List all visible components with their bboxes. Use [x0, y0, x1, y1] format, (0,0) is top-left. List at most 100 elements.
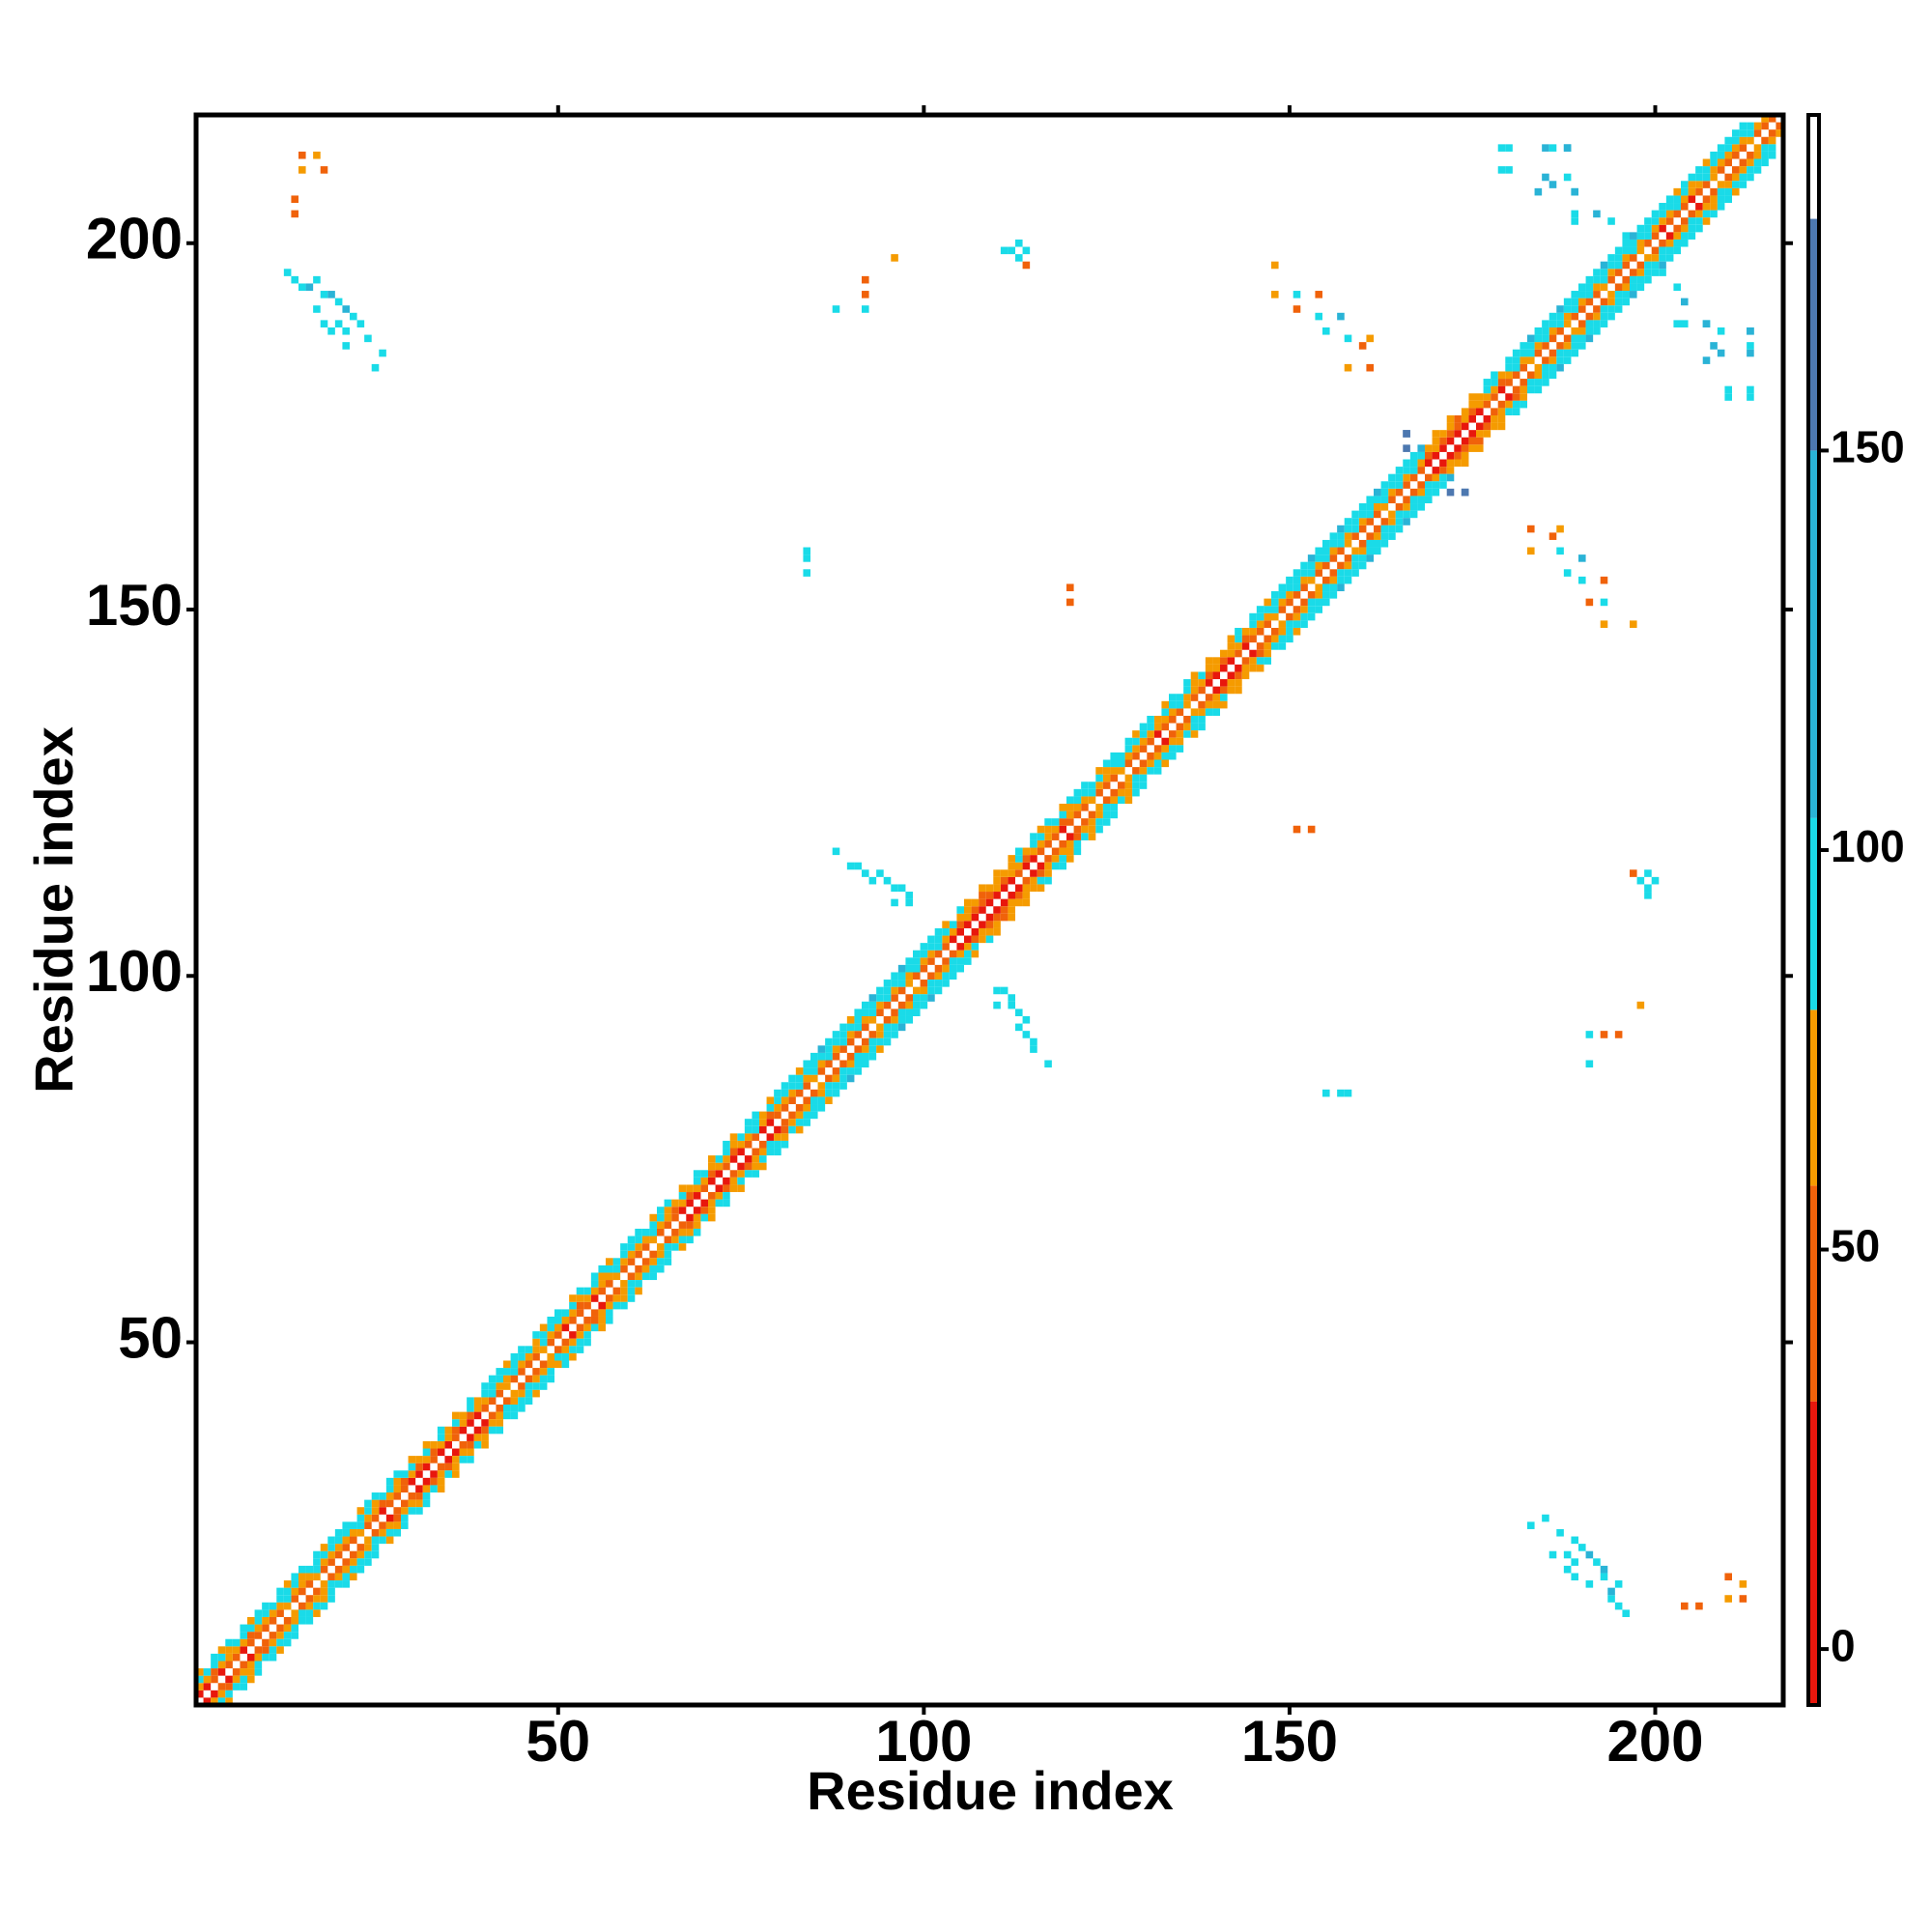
contact-cell	[1688, 195, 1696, 204]
contact-cell	[525, 1360, 533, 1369]
contact-cell	[569, 1346, 577, 1353]
contact-cell	[225, 1683, 233, 1690]
contact-cell	[964, 935, 972, 944]
contact-cell	[817, 1082, 826, 1090]
contact-cell	[1739, 144, 1747, 152]
contact-cell	[452, 1470, 460, 1478]
contact-cell	[956, 906, 964, 914]
contact-cell	[971, 950, 980, 958]
contact-cell	[1607, 305, 1615, 313]
contact-cell	[1161, 745, 1169, 753]
contact-cell	[1593, 283, 1601, 292]
contact-cell	[920, 964, 928, 973]
colorbar-tick-label: 150	[1831, 422, 1905, 472]
contact-cell	[1293, 569, 1301, 577]
contact-cell	[1505, 400, 1513, 409]
contact-cell	[488, 1411, 497, 1420]
contact-cell	[1585, 298, 1594, 306]
contact-cell	[1118, 788, 1125, 797]
contact-cell	[1278, 620, 1287, 628]
contact-cell	[1307, 554, 1316, 562]
contact-cell	[1636, 1001, 1645, 1009]
contact-cell	[1102, 781, 1111, 789]
contact-cell	[379, 1536, 386, 1545]
contact-cell	[1066, 847, 1074, 856]
contact-cell	[371, 1492, 380, 1500]
contact-cell	[846, 1074, 855, 1083]
contact-cell	[803, 1111, 810, 1120]
contact-cell	[1724, 158, 1732, 167]
contact-cell	[708, 1207, 716, 1214]
contact-cell	[1374, 496, 1381, 504]
contact-cell	[905, 1009, 913, 1016]
contact-cell	[664, 1199, 672, 1208]
contact-cell	[1066, 583, 1074, 592]
contact-cell	[1556, 342, 1564, 350]
contact-cell	[1630, 275, 1637, 284]
contact-cell	[1322, 327, 1330, 335]
contact-cell	[1432, 444, 1440, 452]
contact-cell	[1556, 312, 1564, 321]
contact-cell	[635, 1280, 642, 1288]
contact-cell	[649, 1213, 657, 1222]
contact-cell	[1307, 598, 1316, 607]
contact-cell	[1497, 385, 1506, 394]
contact-cell	[430, 1477, 438, 1486]
contact-cell	[1286, 591, 1293, 599]
contact-cell	[1600, 261, 1608, 270]
contact-cell	[1307, 569, 1316, 577]
contact-cell	[254, 1624, 263, 1633]
contact-cell	[1139, 737, 1148, 746]
contact-cell	[1747, 129, 1754, 137]
contact-cell	[1432, 437, 1440, 445]
contact-cell	[1659, 217, 1666, 225]
contact-cell	[1593, 291, 1601, 298]
contact-cell	[846, 1037, 855, 1046]
contact-cell	[1139, 781, 1148, 789]
contact-cell	[467, 1411, 474, 1420]
contact-cell	[1139, 723, 1148, 731]
contact-cell	[788, 1125, 796, 1134]
contact-cell	[320, 1558, 328, 1566]
contact-cell	[1630, 239, 1637, 247]
contact-cell	[1241, 671, 1250, 680]
contact-cell	[313, 1573, 321, 1581]
contact-cell	[437, 1440, 445, 1449]
contact-cell	[1665, 203, 1674, 211]
contact-cell	[693, 1228, 701, 1236]
contact-cell	[1037, 862, 1045, 870]
contact-cell	[723, 1140, 730, 1149]
contact-cell	[1747, 385, 1754, 394]
contact-cell	[927, 986, 935, 995]
contact-cell	[1264, 612, 1271, 621]
contact-cell	[1673, 195, 1681, 204]
contact-cell	[1008, 1001, 1015, 1009]
contact-cell	[496, 1411, 503, 1420]
contact-cell	[657, 1258, 665, 1265]
contact-cell	[1542, 342, 1549, 350]
contact-cell	[385, 1536, 394, 1545]
contact-cell	[1022, 261, 1031, 270]
contact-cell	[979, 884, 986, 893]
contact-cell	[320, 1580, 328, 1588]
contact-cell	[254, 1616, 263, 1625]
contact-cell	[1147, 752, 1154, 760]
contact-cell	[1483, 414, 1492, 423]
contact-cell	[1059, 804, 1066, 811]
contact-cell	[320, 320, 328, 327]
contact-cell	[342, 1565, 350, 1574]
contact-cell	[415, 1485, 423, 1493]
contact-cell	[949, 950, 957, 958]
contact-cell	[897, 972, 906, 980]
contact-cell	[1673, 246, 1681, 255]
contact-cell	[1374, 547, 1381, 555]
contact-cell	[1644, 232, 1652, 240]
contact-cell	[1022, 862, 1031, 870]
contact-cell	[1220, 664, 1228, 672]
contact-cell	[1446, 414, 1455, 423]
contact-cell	[1380, 532, 1389, 540]
contact-cell	[1761, 158, 1769, 167]
contact-cell	[1073, 839, 1082, 848]
contact-cell	[1614, 291, 1623, 298]
colorbar-segment	[1808, 1185, 1819, 1402]
